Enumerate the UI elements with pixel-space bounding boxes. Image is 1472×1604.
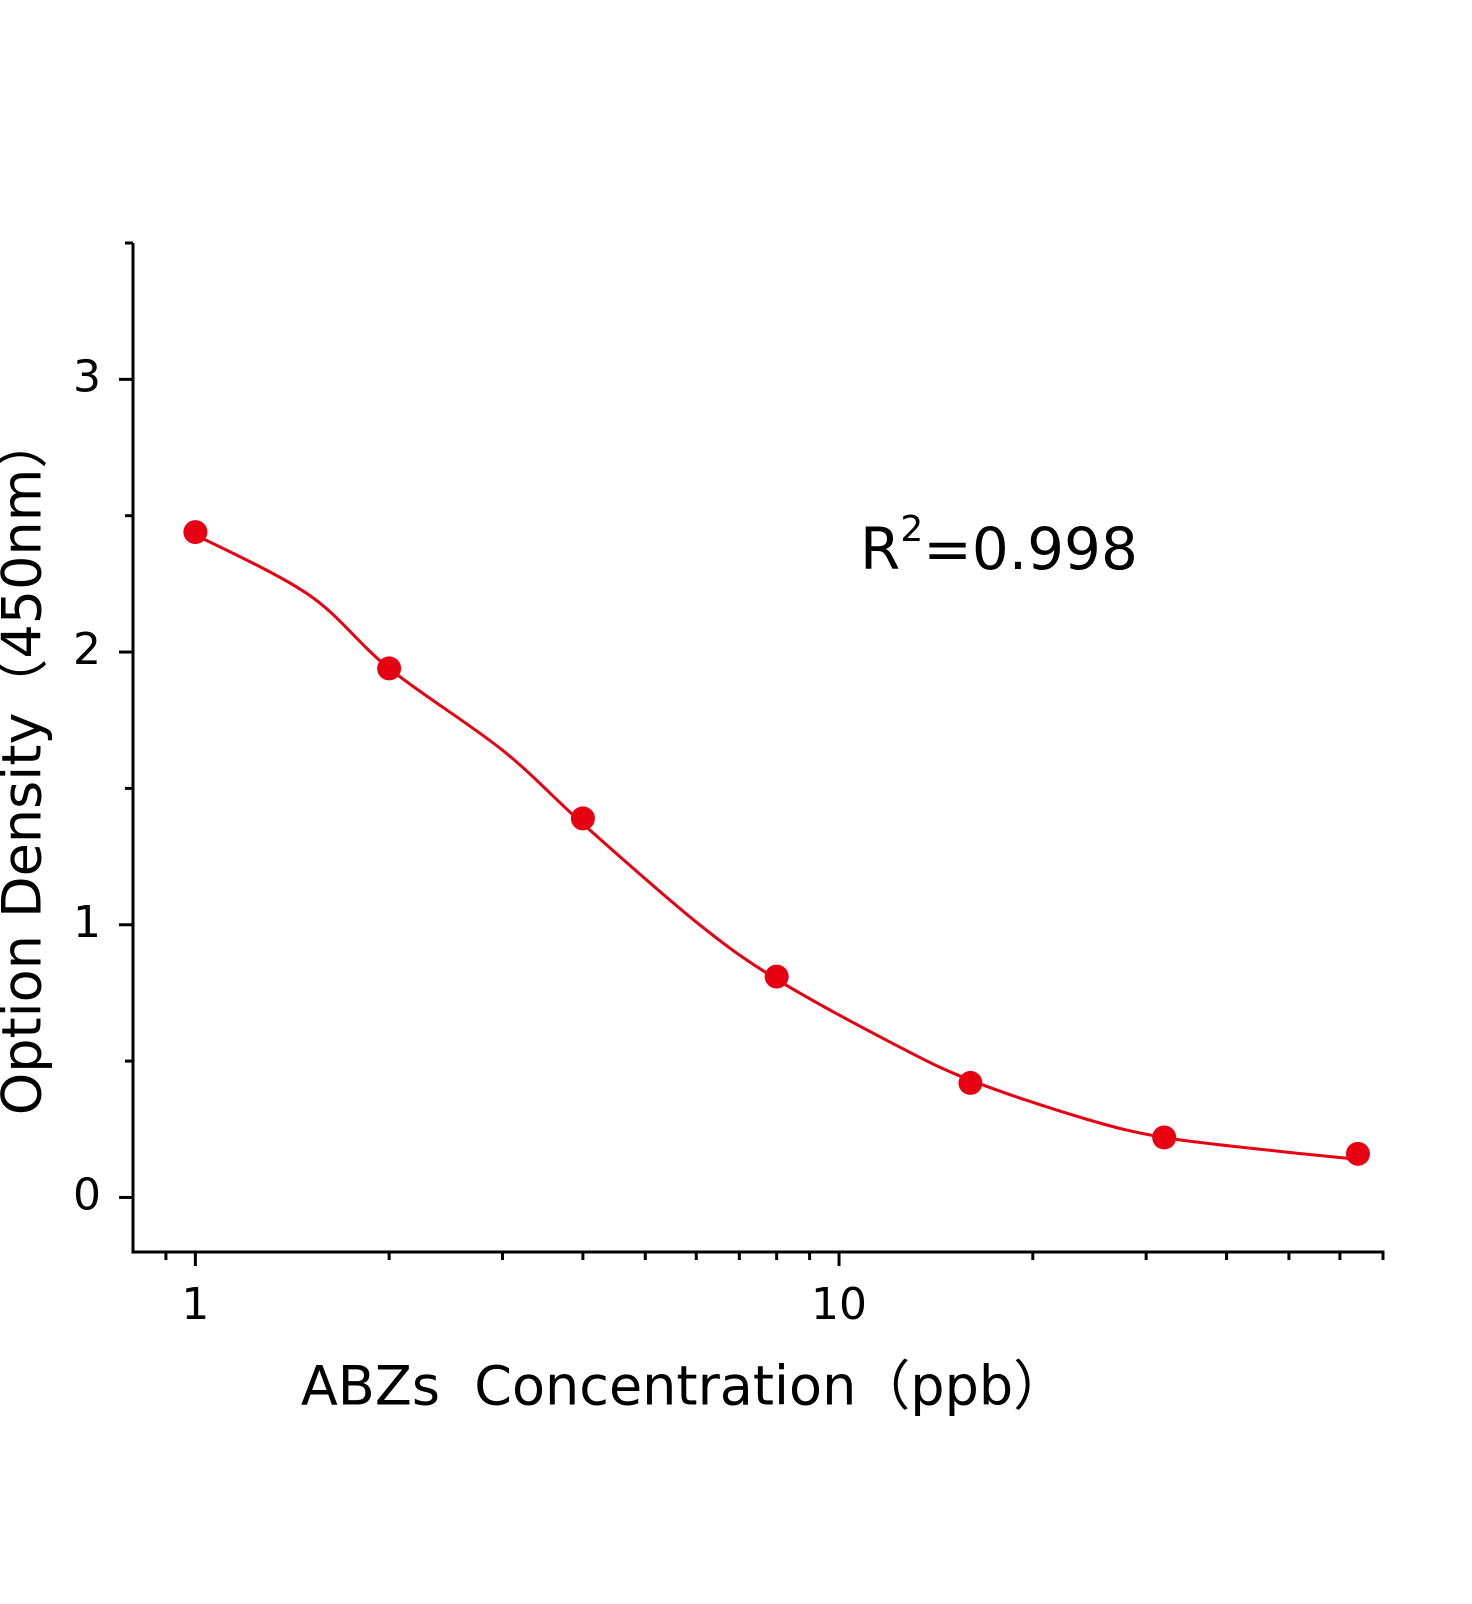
- annotation-text: R: [860, 515, 900, 583]
- data-point: [183, 520, 208, 545]
- y-axis-label: Option Density（450nm）: [0, 415, 54, 1116]
- data-point: [764, 964, 789, 989]
- data-point: [1345, 1141, 1370, 1166]
- x-tick-label: 10: [811, 1279, 867, 1330]
- x-axis-label: ABZs Concentration（ppb）: [301, 1355, 1067, 1418]
- annotation: R2=0.998: [860, 509, 1138, 583]
- y-tick-label: 0: [73, 1169, 101, 1220]
- data-point: [377, 656, 402, 681]
- data-point: [1152, 1125, 1177, 1150]
- annotation-text: =0.998: [923, 515, 1138, 583]
- y-tick-label: 3: [73, 351, 101, 402]
- y-tick-label: 2: [73, 624, 101, 675]
- annotation-superscript: 2: [900, 509, 923, 550]
- data-point: [570, 806, 595, 831]
- x-tick-label: 1: [181, 1279, 209, 1330]
- y-tick-label: 1: [73, 897, 101, 948]
- data-point: [958, 1070, 983, 1095]
